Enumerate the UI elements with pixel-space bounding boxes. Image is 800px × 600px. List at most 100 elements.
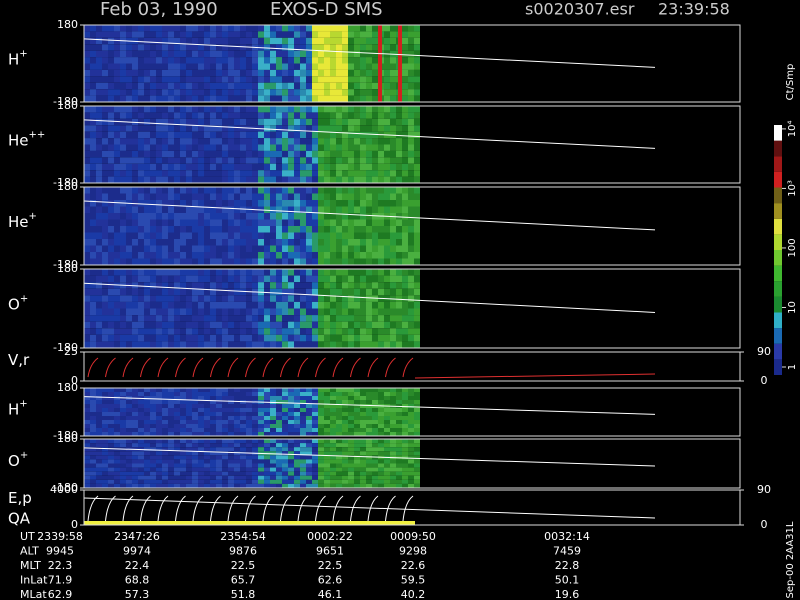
spectrogram-cell (102, 443, 108, 448)
spectrogram-cell (330, 463, 336, 468)
spectrogram-cell (90, 69, 96, 77)
spectrogram-cell (282, 328, 288, 335)
spectrogram-cell (234, 447, 240, 452)
spectrogram-cell (276, 479, 282, 484)
spectrogram-cell (108, 106, 114, 113)
spectrogram-cell (336, 163, 342, 171)
row-label: MLat (20, 588, 47, 600)
spectrogram-cell (390, 451, 396, 456)
spectrogram-cell (126, 455, 132, 460)
spectrogram-cell (264, 239, 270, 246)
spectrogram-cell (186, 239, 192, 246)
spectrogram-cell (348, 206, 354, 213)
spectrogram-cell (270, 288, 276, 296)
spectrogram-cell (270, 269, 276, 276)
spectrogram-cell (198, 144, 204, 151)
spectrogram-cell (234, 187, 240, 194)
spectrogram-cell (378, 463, 384, 468)
spectrogram-cell (162, 479, 168, 484)
spectrogram-cell (396, 439, 402, 444)
spectrogram-cell (402, 57, 408, 64)
spectrogram-cell (150, 295, 156, 302)
spectrogram-cell (180, 455, 186, 460)
spectrogram-cell (294, 321, 300, 329)
trace-line (414, 373, 656, 379)
spectrogram-cell (408, 176, 414, 183)
spectrogram-cell (204, 459, 210, 464)
spectrogram-cell (306, 455, 312, 460)
spectrogram-cell (156, 131, 162, 139)
spectrogram-cell (132, 301, 138, 309)
spectrogram-cell (270, 328, 276, 335)
spectrogram-cell (366, 282, 372, 289)
spectrogram-cell (108, 219, 114, 226)
spectrogram-cell (156, 455, 162, 460)
spectrogram-cell (360, 396, 366, 400)
spectrogram-cell (132, 432, 138, 436)
spectrogram-cell (102, 463, 108, 468)
spectrogram-cell (234, 328, 240, 335)
spectrogram-cell (186, 455, 192, 460)
spectrogram-cell (348, 76, 354, 83)
spectrogram-cell (414, 471, 420, 476)
spectrogram-cell (210, 467, 216, 472)
trace-curve (280, 357, 291, 378)
spectrogram-cell (330, 213, 336, 220)
spectrogram-cell (192, 341, 198, 348)
spectrogram-cell (384, 76, 390, 83)
spectrogram-cell (354, 163, 360, 171)
spectrogram-cell (270, 420, 276, 424)
spectrogram-cell (198, 463, 204, 468)
spectrogram-cell (318, 118, 324, 126)
spectrogram-cell (96, 232, 102, 239)
spectrogram-cell (246, 239, 252, 246)
row-label: UT (20, 530, 35, 543)
spectrogram-cell (108, 408, 114, 412)
spectrogram-cell (210, 226, 216, 233)
spectrogram-cell (300, 269, 306, 276)
spectrogram-cell (156, 106, 162, 113)
spectrogram-cell (246, 163, 252, 171)
spectrogram-cell (186, 420, 192, 424)
trace-curve (315, 357, 326, 378)
spectrogram-cell (378, 170, 384, 177)
spectrogram-cell (294, 170, 300, 177)
spectrogram-cell (192, 412, 198, 416)
spectrogram-cell (318, 50, 324, 58)
spectrogram-cell (168, 396, 174, 400)
spectrogram-cell (366, 475, 372, 480)
spectrogram-cell (96, 404, 102, 408)
spectrogram-cell (204, 475, 210, 480)
spectrogram-cell (150, 396, 156, 400)
spectrogram-cell (222, 483, 228, 488)
spectrogram-cell (336, 50, 342, 58)
spectrogram-cell (114, 479, 120, 484)
spectrogram-cell (270, 392, 276, 396)
spectrogram-cell (162, 424, 168, 428)
spectrogram-cell (408, 400, 414, 404)
spectrogram-cell (150, 475, 156, 480)
spectrogram-cell (342, 193, 348, 200)
trace-curve (175, 357, 186, 378)
spectrogram-cell (300, 282, 306, 289)
spectrogram-cell (228, 479, 234, 484)
spectrogram-cell (174, 106, 180, 113)
spectrogram-cell (180, 163, 186, 171)
spectrogram-cell (168, 275, 174, 283)
spectrogram-cell (348, 463, 354, 468)
spectrogram-cell (318, 396, 324, 400)
spectrogram-cell (150, 125, 156, 132)
spectrogram-cell (378, 392, 384, 396)
spectrogram-cell (354, 315, 360, 322)
spectrogram-cell (162, 321, 168, 329)
spectrogram-cell (144, 219, 150, 226)
spectrogram-cell (186, 138, 192, 145)
spectrogram-cell (132, 150, 138, 158)
spectrogram-cell (126, 416, 132, 420)
spectrogram-cell (360, 258, 366, 265)
spectrogram-cell (330, 95, 336, 102)
spectrogram-cell (210, 176, 216, 183)
spectrogram-cell (252, 404, 258, 408)
spectrogram-cell (312, 31, 318, 38)
spectrogram-cell (228, 439, 234, 444)
